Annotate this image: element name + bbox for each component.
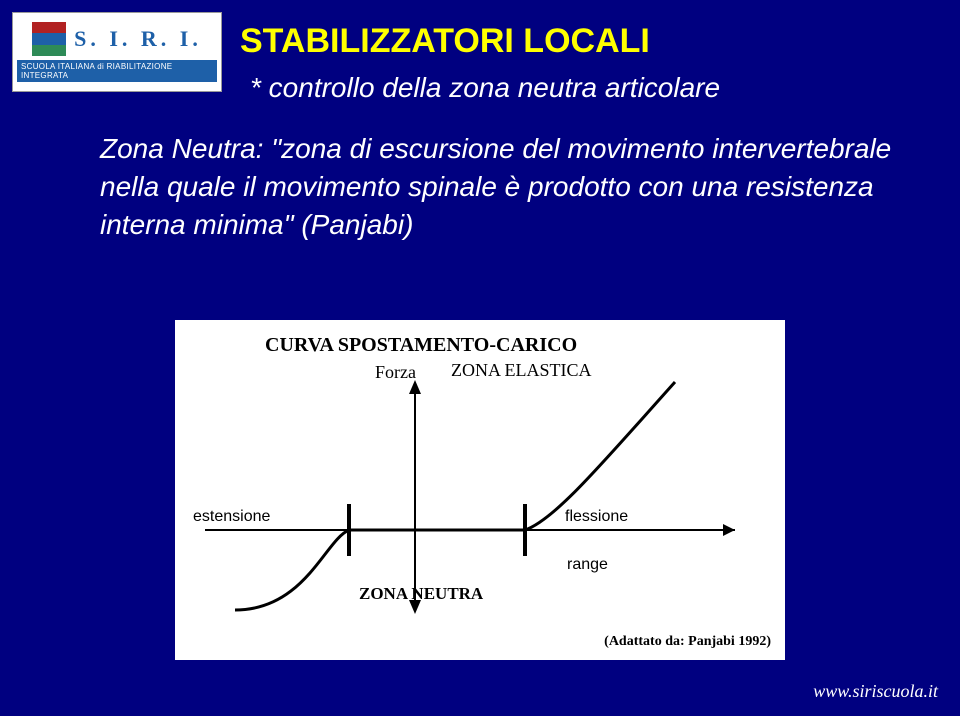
elastic-zone-label: ZONA ELASTICA [451,360,592,381]
chart-title: CURVA SPOSTAMENTO-CARICO [265,334,577,357]
definition-lead: Zona Neutra: [100,133,263,164]
logo-box: S. I. R. I. SCUOLA ITALIANA di RIABILITA… [12,12,222,92]
y-axis-label: Forza [375,362,416,383]
logo-subtitle: SCUOLA ITALIANA di RIABILITAZIONE INTEGR… [17,60,217,82]
neutral-zone-label: ZONA NEUTRA [359,584,483,604]
extension-label: estensione [193,508,270,526]
logo-acronym: S. I. R. I. [74,26,202,52]
logo-mark-icon [32,22,66,56]
chart-panel: CURVA SPOSTAMENTO-CARICO Forza ZONA ELAS… [175,320,785,660]
chart-attribution: (Adattato da: Panjabi 1992) [604,634,771,650]
bullet-line: * controllo della zona neutra articolare [250,72,720,104]
flexion-label: flessione [565,508,628,526]
definition-text: Zona Neutra: "zona di escursione del mov… [100,130,900,243]
footer-url: www.siriscuola.it [813,681,938,702]
range-label: range [567,556,608,574]
logo-top-row: S. I. R. I. [32,22,202,56]
slide-title: STABILIZZATORI LOCALI [240,22,650,61]
